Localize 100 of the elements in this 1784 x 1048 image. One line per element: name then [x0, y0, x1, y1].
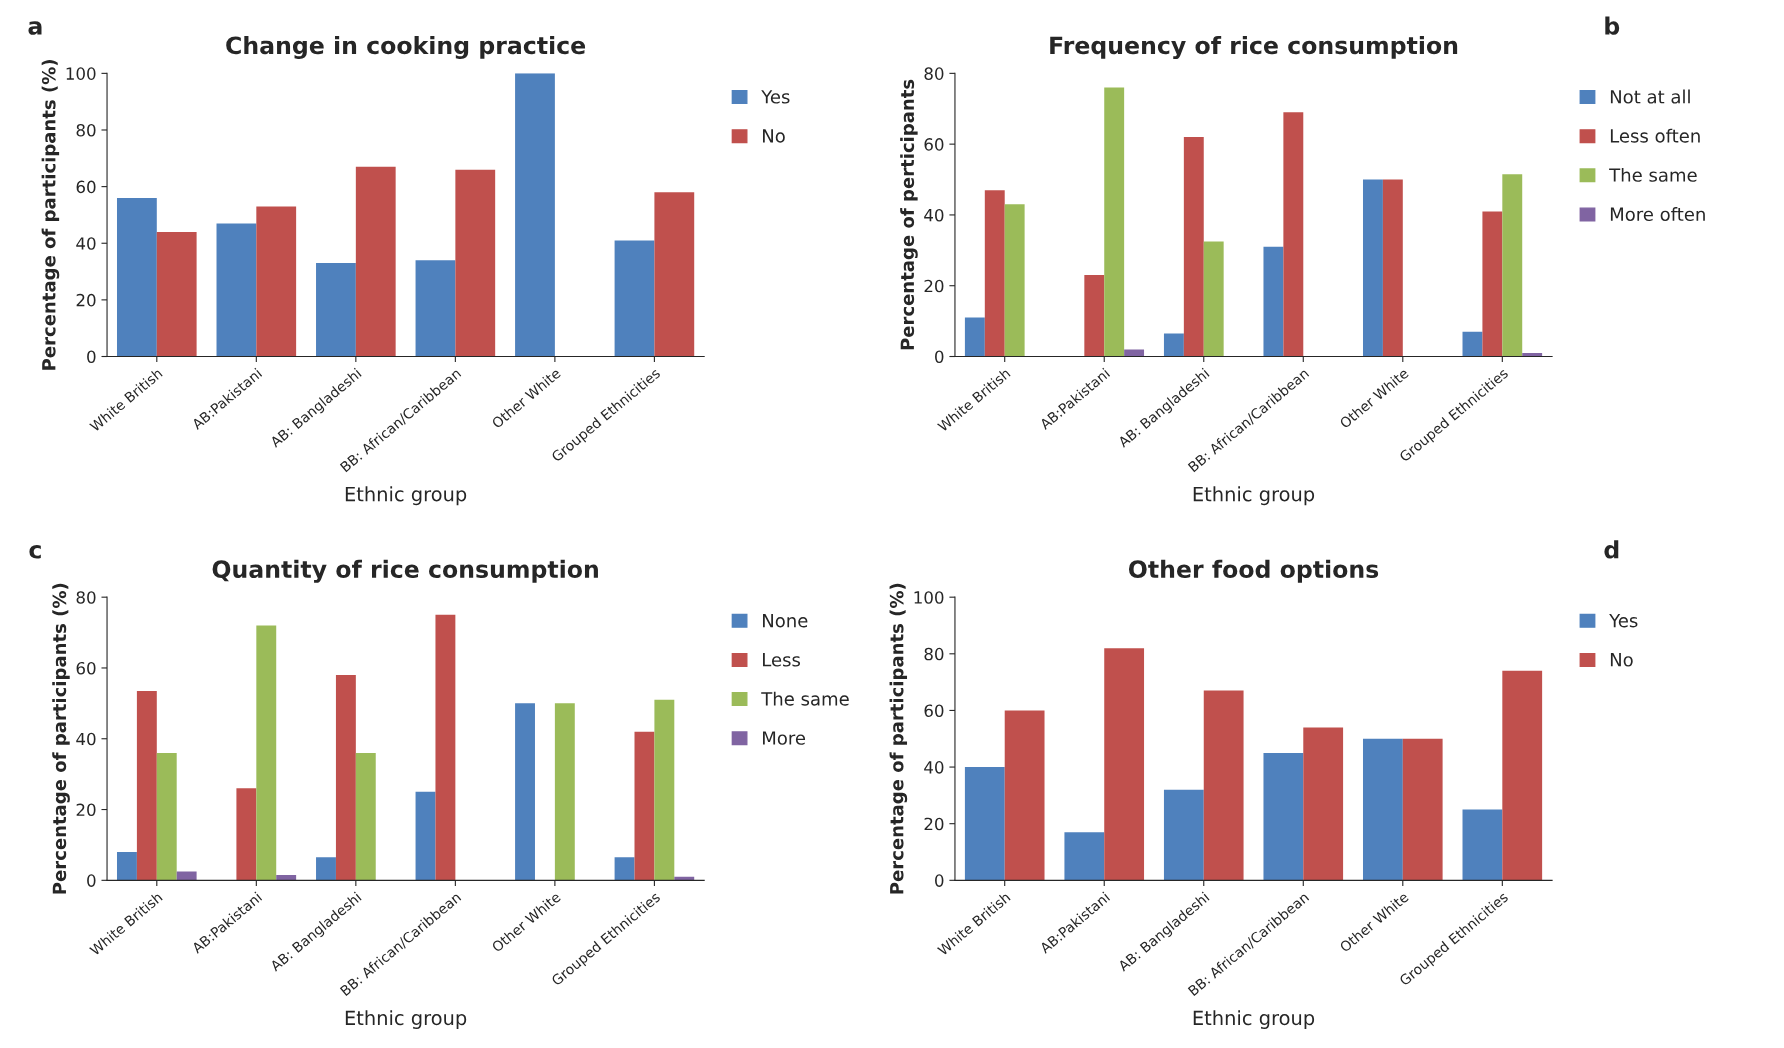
y-tick-label: 40	[76, 732, 96, 746]
legend-label: The same	[1609, 167, 1697, 182]
chart-title: Change in cooking practice	[226, 35, 586, 60]
bar	[1283, 112, 1304, 357]
bar	[256, 625, 277, 881]
y-tick-label: 60	[76, 661, 96, 675]
bar	[1004, 710, 1045, 881]
y-axis-title: Percentage of perticipants	[900, 79, 918, 350]
bar	[455, 169, 496, 357]
bar	[1502, 174, 1523, 357]
bar	[335, 675, 356, 881]
bar	[316, 857, 336, 881]
y-tick-label: 0	[87, 350, 96, 364]
legend-label: More	[763, 731, 806, 745]
bar	[1004, 204, 1025, 357]
bar	[116, 197, 157, 357]
bar	[316, 263, 356, 357]
bar	[1124, 349, 1145, 357]
bar	[964, 317, 985, 357]
legend-label: The same	[761, 691, 849, 706]
y-tick-label: 60	[924, 138, 944, 151]
y-axis-title: Percentage of participants (%)	[41, 60, 60, 370]
bar	[654, 699, 675, 881]
x-axis-title: Ethnic group	[1193, 1010, 1315, 1029]
y-tick-label: 60	[76, 180, 96, 194]
bar	[614, 240, 655, 357]
chart-title: Frequency of rice consumption	[1050, 35, 1458, 60]
y-tick-label: 0	[935, 874, 944, 887]
bar	[614, 857, 635, 881]
chart-title: Quantity of rice consumption	[212, 559, 598, 583]
y-tick-label: 80	[924, 647, 944, 661]
y-tick-label: 100	[66, 67, 96, 80]
bar	[1163, 789, 1204, 881]
legend-label: Less	[763, 653, 801, 667]
y-tick-label: 0	[87, 874, 96, 887]
bar	[276, 875, 297, 881]
bar	[1263, 752, 1304, 881]
bar	[216, 223, 257, 357]
text: c	[29, 545, 41, 559]
legend-label: None	[763, 613, 808, 628]
bar	[1163, 333, 1184, 357]
y-tick-label: 80	[924, 67, 944, 80]
bar	[236, 788, 257, 881]
bar	[1183, 137, 1204, 357]
bar	[654, 192, 695, 357]
bar	[515, 73, 555, 357]
legend-label: Less often	[1610, 128, 1700, 143]
y-tick-label: 20	[924, 279, 944, 293]
bar	[1462, 809, 1503, 881]
bar	[435, 614, 456, 881]
y-tick-label: 80	[76, 591, 96, 604]
bar	[515, 703, 535, 881]
bar	[176, 871, 197, 881]
chart-title: Other food options	[1128, 559, 1379, 583]
text: d	[1604, 540, 1619, 559]
bar	[136, 690, 157, 881]
legend-label: Not at all	[1610, 89, 1690, 104]
bar	[355, 752, 376, 881]
bar	[964, 767, 1005, 881]
y-tick-label: 20	[76, 803, 96, 817]
y-tick-label: 20	[76, 293, 96, 307]
bar	[256, 206, 297, 357]
legend-label: Yes	[761, 90, 790, 104]
bar	[1104, 87, 1125, 357]
bar	[1382, 179, 1403, 357]
bar	[1482, 211, 1503, 357]
legend-label: No	[763, 129, 785, 143]
text: a	[28, 21, 42, 35]
bar	[1502, 670, 1543, 881]
bar	[415, 791, 436, 881]
y-tick-label: 80	[76, 123, 96, 137]
y-tick-label: 100	[914, 591, 944, 604]
bar	[1402, 738, 1443, 881]
y-axis-title: Percentage of participants (%)	[889, 583, 908, 894]
y-tick-label: 20	[924, 817, 944, 831]
bar	[1462, 331, 1483, 357]
legend-label: Yes	[1609, 613, 1638, 628]
legend-label: More often	[1610, 207, 1705, 222]
bar	[1064, 832, 1105, 881]
y-axis-title: Percentage of participants (%)	[52, 583, 70, 894]
bar	[156, 231, 197, 357]
x-axis-title: Ethnic group	[345, 1010, 467, 1029]
x-axis-title: Ethnic group	[1193, 486, 1315, 506]
legend-label: No	[1610, 653, 1633, 667]
bar	[1203, 241, 1224, 357]
y-tick-label: 40	[76, 237, 96, 250]
text: b	[1605, 16, 1620, 35]
bar	[355, 166, 396, 357]
bar	[1104, 648, 1145, 881]
bar	[1263, 246, 1284, 357]
y-tick-label: 60	[924, 704, 944, 717]
bar	[554, 703, 575, 881]
bar	[1084, 275, 1105, 357]
bar	[1362, 179, 1383, 357]
y-tick-label: 40	[924, 761, 944, 774]
bar	[984, 190, 1005, 357]
bar	[1203, 690, 1244, 881]
x-axis-title: Ethnic group	[345, 486, 467, 506]
bar	[1303, 727, 1344, 881]
y-tick-label: 40	[924, 208, 944, 222]
